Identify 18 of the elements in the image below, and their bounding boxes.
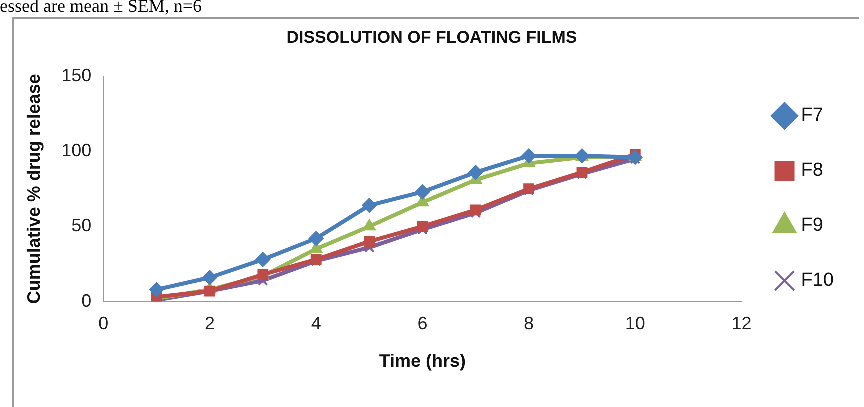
x-tick-label: 8 (524, 314, 534, 334)
legend-label: F8 (801, 160, 824, 182)
x-tick-label: 4 (311, 314, 322, 334)
legend-label: F7 (801, 105, 824, 126)
x-tick-label: 6 (418, 314, 428, 334)
x-tick-label: 12 (732, 314, 752, 334)
x-tick-label: 0 (98, 314, 109, 334)
y-tick-label: 150 (62, 65, 92, 86)
legend-label: F9 (801, 215, 824, 236)
x-tick-label: 2 (204, 314, 215, 334)
chart-title: DISSOLUTION OF FLOATING FILMS (286, 28, 578, 47)
x-axis-title: Time (hrs) (379, 351, 466, 372)
y-tick-label: 100 (62, 140, 92, 160)
y-tick-label: 0 (82, 290, 92, 311)
y-tick-label: 50 (72, 216, 92, 236)
y-axis-title: Cumulative % drug release (24, 74, 44, 304)
x-tick-label: 10 (625, 314, 646, 334)
legend-label: F10 (801, 270, 834, 292)
